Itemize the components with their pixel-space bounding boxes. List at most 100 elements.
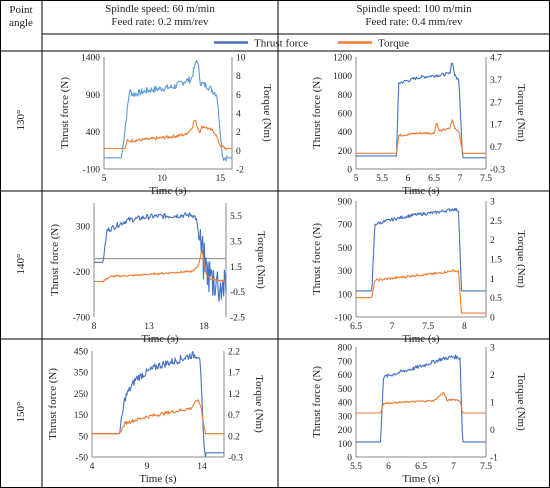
y-tick-label: -100 xyxy=(83,166,101,176)
x-tick-label: 5.5 xyxy=(376,174,388,184)
y-tick-label: 350 xyxy=(74,369,89,379)
y2-tick-label: 4 xyxy=(236,110,241,120)
y2-axis-label: Torque (Nm) xyxy=(515,373,527,431)
y-tick-label: 100 xyxy=(338,440,353,450)
y-tick-label: 400 xyxy=(338,128,353,138)
x-tick-label: 7.5 xyxy=(422,322,434,332)
x-tick-label: 6.5 xyxy=(428,174,440,184)
y2-tick-label: 0.7 xyxy=(490,143,502,153)
y-tick-label: 0 xyxy=(347,454,352,464)
x-tick-label: 8 xyxy=(92,322,97,332)
y2-tick-label: 3 xyxy=(490,198,495,208)
y2-tick-label: 1.5 xyxy=(230,263,242,273)
x-tick-label: 7 xyxy=(458,174,463,184)
y2-tick-label: 8 xyxy=(236,72,241,82)
y-axis-label: Thrust force (N) xyxy=(311,366,323,438)
x-tick-label: 13 xyxy=(144,322,154,332)
right-spindle-speed: Spindle speed: 100 m/min xyxy=(356,3,472,15)
torque-line xyxy=(92,399,224,435)
y-axis-label: Thrust force (N) xyxy=(49,224,61,296)
x-axis-label: Time (s) xyxy=(139,473,177,485)
y2-tick-label: 0.5 xyxy=(490,294,502,304)
y-tick-label: 800 xyxy=(338,344,353,354)
y2-tick-label: 2.2 xyxy=(228,348,240,358)
row-label-130: 130° xyxy=(15,109,27,131)
y-tick-label: -700 xyxy=(73,314,91,324)
y2-tick-label: 5.5 xyxy=(230,212,242,222)
y2-tick-label: 0.7 xyxy=(228,411,240,421)
x-tick-label: 10 xyxy=(157,174,167,184)
y-tick-label: 300 xyxy=(338,267,353,277)
y2-tick-label: -2 xyxy=(236,166,244,176)
y2-tick-label: -0.3 xyxy=(490,166,505,176)
y-tick-label: 100 xyxy=(338,290,353,300)
y2-tick-label: 2.7 xyxy=(490,98,502,108)
y2-tick-label: -0.5 xyxy=(230,288,245,298)
y-tick-label: 1000 xyxy=(333,72,352,82)
x-tick-label: 9 xyxy=(145,462,150,472)
y-tick-label: 150 xyxy=(74,411,89,421)
left-spindle-speed: Spindle speed: 60 m/min xyxy=(105,3,215,15)
left-feed-rate: Feed rate: 0.2 mm/rev xyxy=(111,16,209,28)
x-tick-label: 7 xyxy=(451,462,456,472)
y-tick-label: 600 xyxy=(338,110,353,120)
y2-axis-label: Torque (Nm) xyxy=(515,84,527,142)
x-tick-label: 15 xyxy=(216,174,226,184)
x-axis-label: Time (s) xyxy=(141,333,179,345)
y-tick-label: 300 xyxy=(76,222,91,232)
y2-tick-label: 2.5 xyxy=(490,217,502,227)
y-axis-label: Thrust force (N) xyxy=(59,77,71,149)
y2-axis-label: Torque (Nm) xyxy=(515,230,527,288)
torque-line xyxy=(356,269,486,314)
x-tick-label: 6.5 xyxy=(350,322,362,332)
y2-tick-label: 1.5 xyxy=(490,256,502,266)
y-tick-label: -200 xyxy=(73,268,91,278)
y-tick-label: 200 xyxy=(338,147,353,157)
y2-axis-label: Torque (Nm) xyxy=(261,84,273,142)
thrust-force-line xyxy=(356,207,486,292)
point-angle-header: Point angle xyxy=(9,4,33,29)
legend-torque-label: Torque xyxy=(378,38,409,50)
y2-axis-label: Torque (Nm) xyxy=(255,231,267,289)
x-axis-label: Time (s) xyxy=(402,473,440,485)
y-tick-label: 700 xyxy=(338,357,353,367)
x-tick-label: 5 xyxy=(102,174,107,184)
y2-tick-label: 6 xyxy=(236,91,241,101)
row-label-150: 150° xyxy=(15,401,27,423)
thrust-force-line xyxy=(92,351,224,457)
y-tick-label: 500 xyxy=(338,244,353,254)
thrust-force-line xyxy=(356,62,486,159)
torque-line xyxy=(356,391,486,414)
y2-tick-label: 2 xyxy=(490,236,495,246)
y-axis-label: Thrust force (N) xyxy=(47,368,59,440)
x-axis-label: Time (s) xyxy=(149,185,187,197)
y-tick-label: 500 xyxy=(338,385,353,395)
y-tick-label: 200 xyxy=(338,426,353,436)
thrust-force-line xyxy=(94,212,227,302)
y-tick-label: 300 xyxy=(338,412,353,422)
chart-150-right: 0 100 200 300 400 500 600 700 800 -1 0 1 2 3 5.5 6 6.5 7 7… xyxy=(311,344,527,486)
x-tick-label: 18 xyxy=(199,322,209,332)
y2-tick-label: 0 xyxy=(236,147,241,157)
y2-tick-label: 3 xyxy=(490,344,495,354)
row-label-140: 140° xyxy=(15,253,27,275)
x-axis-label: Time (s) xyxy=(402,185,440,197)
y2-tick-label: 1.7 xyxy=(228,369,240,379)
y-tick-label: 1400 xyxy=(81,54,100,64)
y2-tick-label: 1.7 xyxy=(490,121,502,131)
y-tick-label: 450 xyxy=(74,348,89,358)
x-tick-label: 7.5 xyxy=(480,174,492,184)
torque-line xyxy=(94,250,227,283)
x-tick-label: 4 xyxy=(90,462,95,472)
y-tick-label: 900 xyxy=(338,198,353,208)
y-tick-label: 600 xyxy=(338,371,353,381)
left-column-header: Spindle speed: 60 m/min Feed rate: 0.2 m… xyxy=(42,3,278,29)
y-tick-label: 0 xyxy=(347,166,352,176)
x-tick-label: 6 xyxy=(406,174,411,184)
y2-tick-label: 2 xyxy=(490,371,495,381)
y2-axis-label: Torque (Nm) xyxy=(253,375,265,433)
y-tick-label: 400 xyxy=(338,399,353,409)
y2-tick-label: 1.2 xyxy=(228,390,240,400)
y-tick-label: 1200 xyxy=(333,54,352,64)
x-tick-label: 5.5 xyxy=(350,462,362,472)
